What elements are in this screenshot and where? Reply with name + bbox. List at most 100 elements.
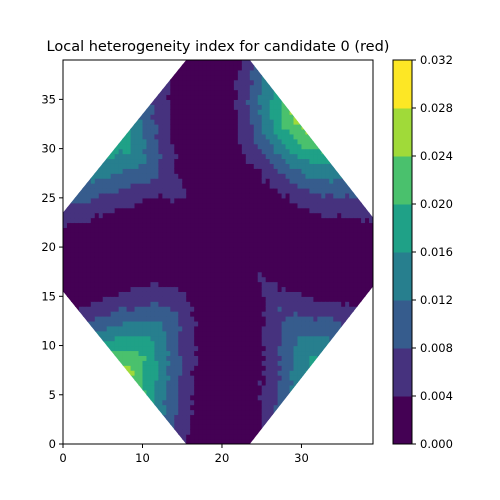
contour-cell (289, 79, 295, 86)
contour-cell (182, 227, 187, 233)
contour-cell (221, 424, 227, 430)
contour-cell (150, 429, 156, 435)
contour-cell (70, 79, 76, 86)
contour-cell (178, 183, 183, 189)
contour-cell (142, 252, 148, 258)
contour-cell (170, 394, 175, 401)
contour-cell (142, 419, 148, 425)
contour-cell (98, 311, 104, 317)
contour-cell (150, 414, 156, 420)
contour-cell (249, 133, 255, 140)
contour-cell (63, 79, 68, 86)
contour-cell (126, 365, 132, 371)
contour-cell (90, 148, 96, 155)
contour-cell (257, 340, 263, 347)
contour-cell (214, 188, 219, 194)
contour-cell (233, 69, 239, 76)
contour-cell (178, 109, 183, 115)
contour-cell (257, 183, 263, 189)
contour-cell (122, 389, 128, 396)
contour-cell (202, 335, 207, 342)
contour-cell (142, 64, 148, 71)
contour-cell (245, 355, 251, 361)
contour-cell (301, 133, 307, 140)
contour-cell (150, 119, 156, 125)
contour-cell (118, 380, 124, 386)
contour-cell (305, 232, 311, 238)
contour-cell (158, 330, 163, 337)
contour-cell (86, 271, 92, 278)
contour-cell (245, 419, 251, 425)
contour-cell (309, 104, 314, 110)
contour-cell (74, 188, 80, 194)
contour-cell (78, 183, 84, 189)
contour-cell (86, 404, 92, 411)
contour-cell (82, 133, 88, 140)
contour-cell (202, 119, 207, 125)
contour-cell (245, 212, 251, 219)
contour-cell (146, 286, 152, 292)
contour-cell (63, 99, 68, 105)
contour-cell (265, 212, 271, 219)
contour-cell (273, 227, 279, 233)
contour-cell (186, 306, 191, 312)
contour-cell (237, 242, 243, 248)
contour-cell (305, 222, 311, 228)
contour-cell (122, 133, 128, 140)
contour-cell (277, 311, 283, 317)
contour-cell (98, 330, 104, 337)
contour-cell (281, 266, 287, 273)
contour-cell (313, 306, 318, 312)
contour-cell (166, 133, 171, 140)
contour-cell (233, 222, 239, 228)
contour-cell (126, 330, 132, 337)
contour-cell (198, 178, 203, 184)
contour-cell (309, 399, 314, 406)
contour-cell (210, 409, 215, 416)
contour-cell (269, 261, 275, 268)
contour-cell (106, 325, 112, 332)
contour-cell (66, 389, 72, 396)
contour-cell (94, 119, 100, 125)
contour-cell (126, 281, 132, 288)
contour-cell (158, 104, 163, 110)
contour-cell (249, 163, 255, 169)
contour-cell (269, 409, 275, 416)
contour-cell (158, 375, 163, 381)
contour-cell (233, 355, 239, 361)
contour-cell (82, 320, 88, 327)
contour-cell (134, 143, 140, 150)
contour-cell (134, 316, 140, 322)
contour-cell (249, 247, 255, 253)
contour-cell (309, 153, 314, 160)
contour-cell (166, 345, 171, 352)
contour-cell (269, 296, 275, 302)
contour-cell (214, 242, 219, 248)
contour-cell (106, 261, 112, 268)
contour-cell (245, 281, 251, 288)
contour-cell (277, 291, 283, 297)
contour-cell (269, 384, 275, 391)
contour-cell (265, 316, 271, 322)
contour-cell (138, 212, 144, 219)
contour-cell (269, 143, 275, 150)
contour-cell (63, 192, 68, 199)
contour-cell (182, 256, 187, 263)
contour-cell (106, 89, 112, 96)
contour-cell (82, 291, 88, 297)
contour-cell (154, 173, 159, 179)
contour-cell (194, 232, 199, 238)
contour-cell (66, 394, 72, 401)
contour-cell (233, 197, 239, 204)
contour-cell (285, 256, 291, 263)
contour-cell (130, 178, 136, 184)
contour-cell (313, 237, 318, 243)
contour-cell (110, 271, 116, 278)
contour-cell (106, 419, 112, 425)
contour-cell (118, 242, 124, 248)
contour-cell (94, 355, 100, 361)
contour-cell (118, 335, 124, 342)
contour-cell (233, 192, 239, 199)
contour-cell (269, 104, 275, 110)
contour-cell (74, 266, 80, 273)
